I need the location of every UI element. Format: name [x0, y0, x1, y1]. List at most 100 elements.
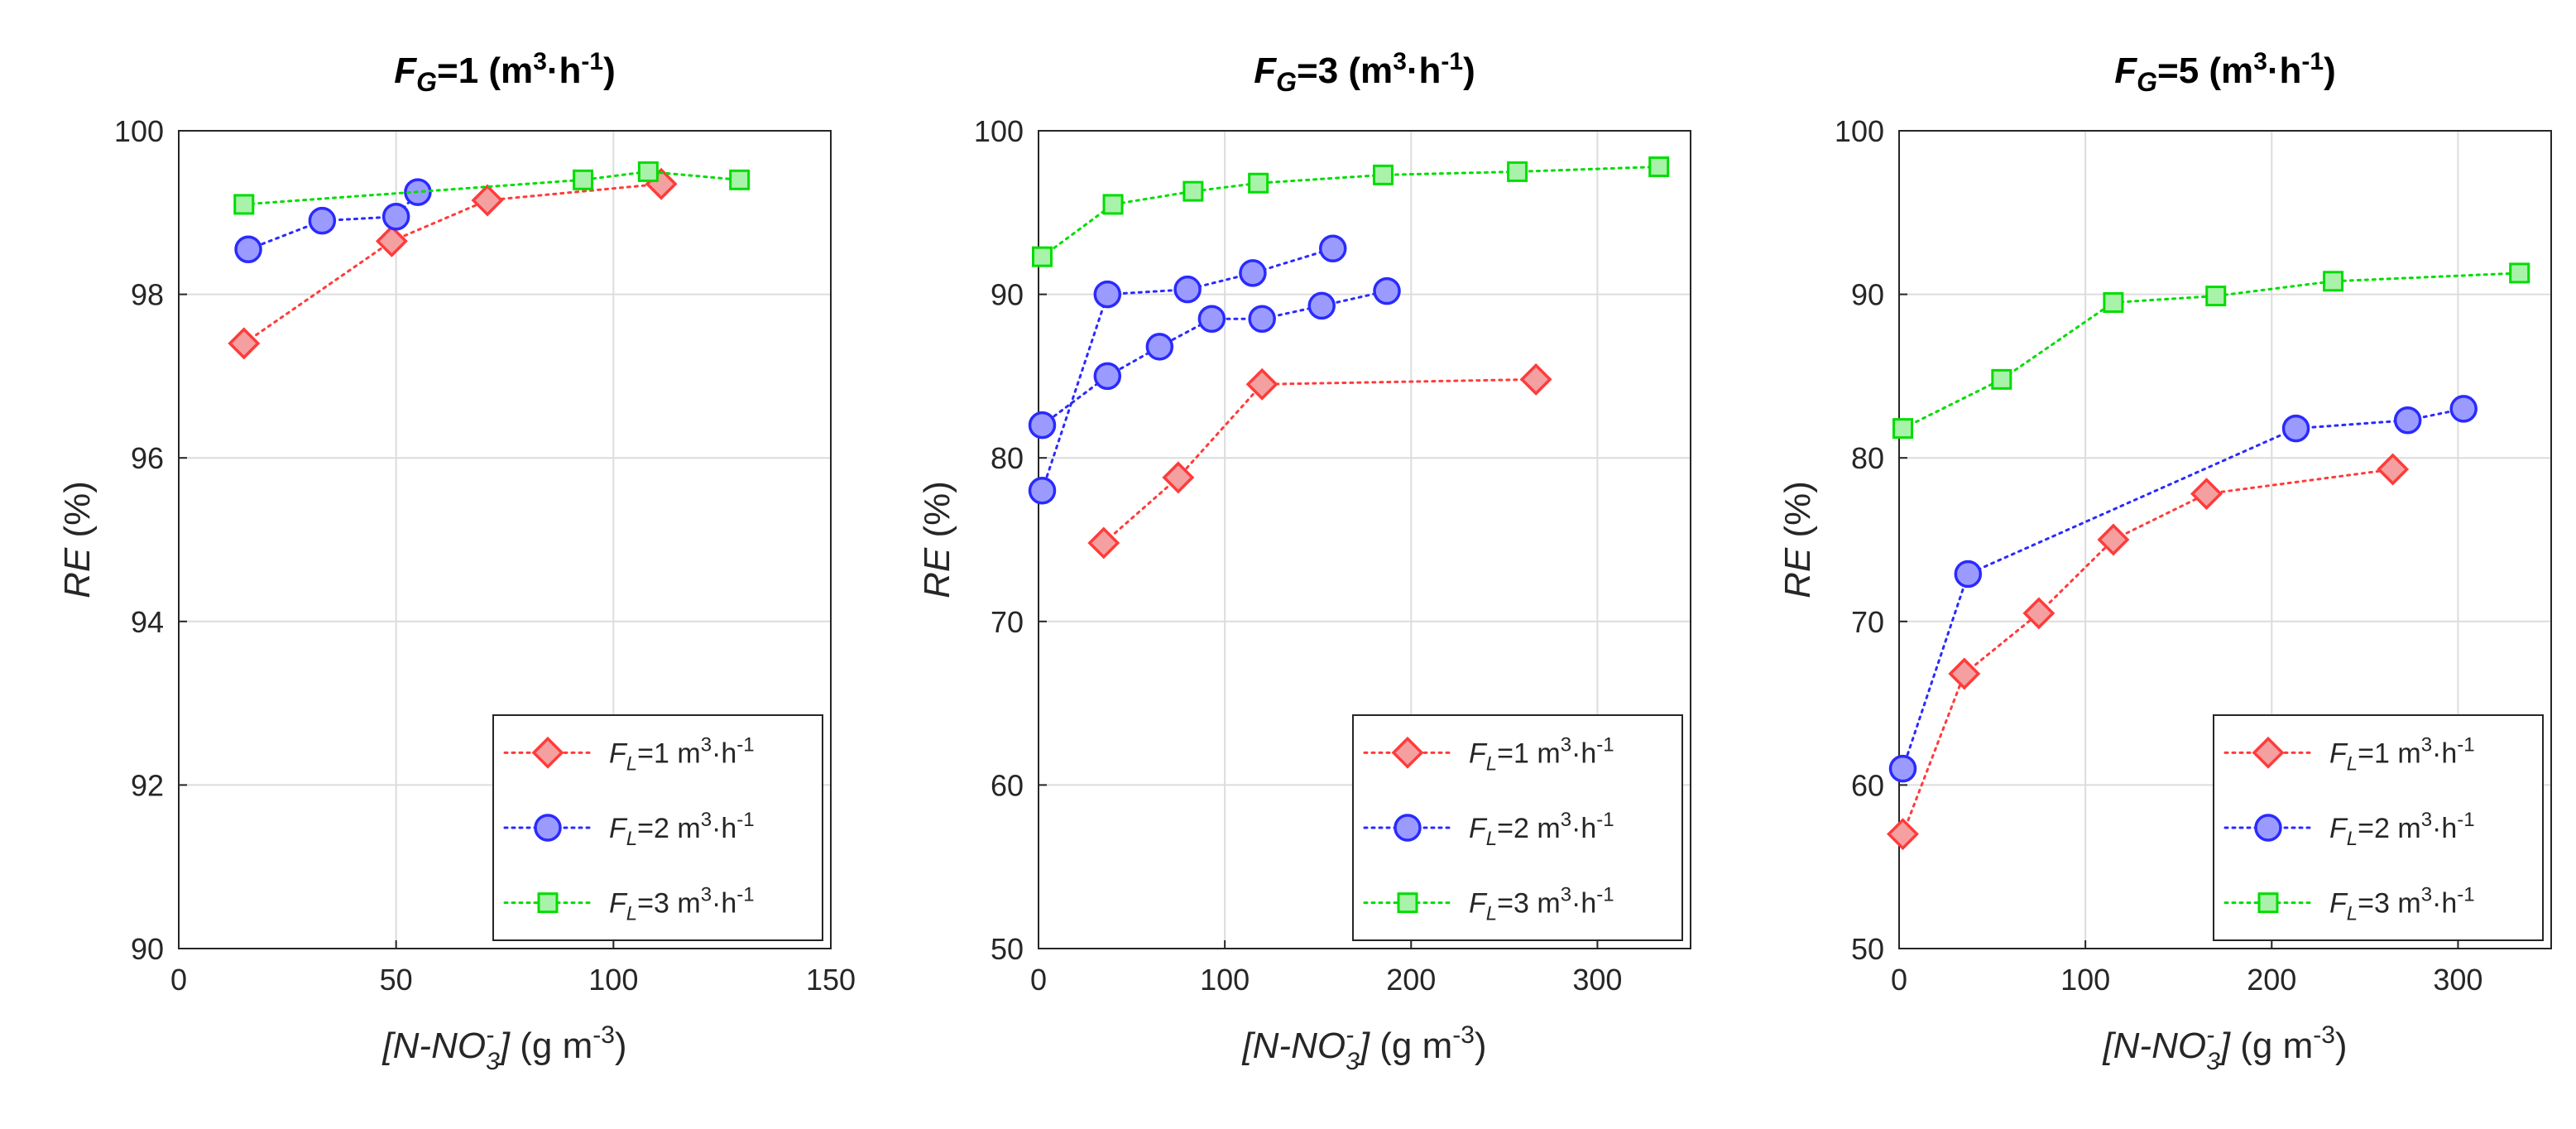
data-point [2393, 406, 2422, 435]
series-line [1102, 377, 1537, 545]
xlabel-sup: - [1346, 1021, 1354, 1049]
series-f-l-3 [1892, 262, 2530, 440]
legend-sup: 3 [1561, 809, 1571, 831]
data-point [471, 184, 504, 217]
data-point [2190, 478, 2223, 511]
data-point [1248, 172, 1269, 194]
y-tick-label: 50 [991, 932, 1024, 966]
y-tick-label: 96 [131, 441, 164, 475]
ylabel-unit: (%) [57, 481, 98, 548]
ylabel-unit: (%) [1777, 481, 1818, 548]
series-f-l-1 [228, 167, 678, 360]
legend-item: FL=2 m3·h-1 [1363, 809, 1614, 850]
y-tick-label: 94 [131, 605, 164, 639]
series-line [242, 182, 663, 345]
legend-label: FL=2 m3·h-1 [2329, 809, 2475, 850]
data-point [1093, 362, 1122, 391]
data-point [1888, 754, 1917, 783]
legend-value: =3 m [637, 888, 701, 920]
legend-value: =1 m [2358, 737, 2421, 769]
legend-item: FL=3 m3·h-1 [2223, 884, 2475, 925]
legend-sub: L [2347, 752, 2358, 775]
data-point [1145, 333, 1174, 361]
y-tick-label: 90 [1851, 278, 1884, 312]
x-tick-label: 300 [1572, 963, 1622, 997]
series-f-l-3 [1032, 156, 1670, 267]
xlabel-unit: (g m [1370, 1026, 1452, 1066]
xlabel-close: ] [2217, 1026, 2232, 1066]
series-line [1041, 165, 1661, 258]
x-tick-label: 200 [1386, 963, 1436, 997]
y-axis-label: RE (%) [57, 481, 98, 598]
legend-marker [2254, 814, 2282, 842]
legend-item: FL=2 m3·h-1 [2223, 809, 2475, 850]
title-sup2: -1 [2301, 48, 2324, 75]
title-f: F [1254, 50, 1277, 91]
y-tick-label: 80 [1851, 441, 1884, 475]
legend-label: FL=1 m3·h-1 [2329, 733, 2475, 775]
legend-sup: 3 [1561, 884, 1571, 906]
y-tick-label: 90 [991, 278, 1024, 312]
series-line [1902, 468, 2395, 836]
ylabel-unit: (%) [917, 481, 957, 548]
data-point [1373, 164, 1394, 185]
legend: FL=1 m3·h-1FL=2 m3·h-1FL=3 m3·h-1 [492, 714, 823, 941]
legend-sup: 3 [701, 884, 712, 906]
y-tick-label: 100 [114, 114, 164, 148]
legend-sub: L [626, 903, 637, 925]
data-point [1087, 526, 1120, 560]
legend-sup2: -1 [736, 884, 754, 906]
y-tick-label: 90 [131, 932, 164, 966]
x-tick-label: 200 [2247, 963, 2296, 997]
y-axis-label: RE (%) [917, 481, 957, 598]
legend-dot: ·h [2432, 737, 2457, 769]
legend-label: FL=1 m3·h-1 [609, 733, 755, 775]
legend-value: =2 m [1497, 813, 1561, 844]
data-point [1519, 363, 1552, 396]
xlabel-sub: 3 [1346, 1048, 1360, 1075]
legend-f: F [1469, 888, 1488, 920]
legend-value: =3 m [1497, 888, 1561, 920]
ylabel-re: RE [1777, 547, 1818, 598]
legend-sup: 3 [2421, 733, 2432, 756]
legend-sup2: -1 [1596, 884, 1614, 906]
xlabel-unit-sup: -3 [592, 1021, 615, 1049]
legend-value: =2 m [2358, 813, 2421, 844]
legend-label: FL=2 m3·h-1 [1469, 809, 1614, 850]
xlabel-close: ] [496, 1026, 511, 1066]
legend-sup: 3 [701, 809, 712, 831]
data-point [375, 224, 408, 257]
series-line [242, 170, 741, 206]
data-point [1182, 180, 1204, 202]
legend-marker [537, 892, 559, 914]
data-point [1173, 275, 1202, 304]
chart-title: FG=3 (m3·h-1) [1254, 48, 1475, 97]
data-point [1102, 194, 1124, 215]
series-line [247, 190, 420, 251]
legend-f: F [609, 813, 628, 844]
x-axis-label: [N-NO-3] (g m-3) [1241, 1021, 1486, 1075]
legend-sup2: -1 [736, 733, 754, 756]
y-tick-label: 70 [1851, 605, 1884, 639]
data-point [1093, 280, 1122, 309]
legend-sup: 3 [2421, 809, 2432, 831]
y-axis-label: RE (%) [1777, 481, 1818, 598]
x-tick-label: 100 [2060, 963, 2110, 997]
legend-value: =3 m [2358, 888, 2421, 920]
legend-item: FL=1 m3·h-1 [2223, 733, 2475, 775]
data-point [1892, 418, 1914, 440]
legend-dot: ·h [712, 737, 736, 769]
series-f-l-2 [1888, 395, 2478, 783]
series-line [1902, 407, 2465, 771]
legend-sup2: -1 [2457, 733, 2474, 756]
title-sub: G [416, 67, 437, 97]
legend-marker [2257, 892, 2279, 914]
data-point [2449, 395, 2478, 423]
legend-sup: 3 [1561, 733, 1571, 756]
legend-dot: ·h [1571, 737, 1596, 769]
title-end: ) [1463, 50, 1475, 91]
series-line [1041, 247, 1335, 492]
chart-title: FG=5 (m3·h-1) [2114, 48, 2336, 97]
